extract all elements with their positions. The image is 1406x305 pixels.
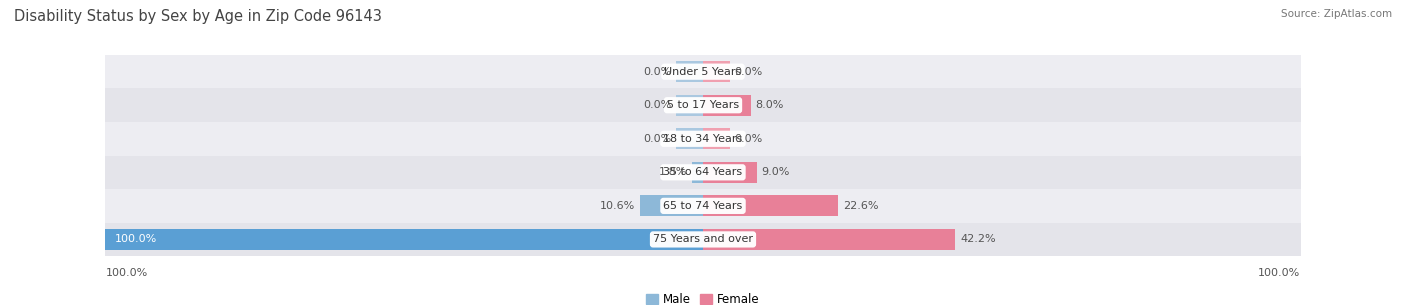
Bar [105, 122, 1301, 156]
Bar [640, 196, 703, 216]
Bar [105, 189, 1301, 223]
Legend: Male, Female: Male, Female [641, 288, 765, 305]
Bar [703, 128, 730, 149]
Text: 100.0%: 100.0% [114, 235, 156, 244]
Bar [703, 95, 751, 116]
Bar [676, 95, 703, 116]
Bar [105, 55, 1301, 88]
Text: 0.0%: 0.0% [643, 100, 671, 110]
Text: 0.0%: 0.0% [643, 67, 671, 77]
Text: 65 to 74 Years: 65 to 74 Years [664, 201, 742, 211]
Text: 100.0%: 100.0% [1258, 268, 1301, 278]
Bar [703, 229, 955, 250]
Bar [703, 61, 730, 82]
Text: 8.0%: 8.0% [755, 100, 785, 110]
Text: 9.0%: 9.0% [762, 167, 790, 177]
Text: 42.2%: 42.2% [960, 235, 995, 244]
Text: Under 5 Years: Under 5 Years [665, 67, 741, 77]
Bar [105, 156, 1301, 189]
Text: 22.6%: 22.6% [842, 201, 879, 211]
Text: Source: ZipAtlas.com: Source: ZipAtlas.com [1281, 9, 1392, 19]
Bar [703, 196, 838, 216]
Bar [703, 162, 756, 183]
Bar [105, 229, 703, 250]
Text: 100.0%: 100.0% [105, 268, 148, 278]
Bar [105, 223, 1301, 256]
Bar [676, 128, 703, 149]
Text: 18 to 34 Years: 18 to 34 Years [664, 134, 742, 144]
Text: 5 to 17 Years: 5 to 17 Years [666, 100, 740, 110]
Text: 35 to 64 Years: 35 to 64 Years [664, 167, 742, 177]
Text: 0.0%: 0.0% [735, 134, 763, 144]
Bar [105, 88, 1301, 122]
Text: 10.6%: 10.6% [599, 201, 636, 211]
Bar [676, 61, 703, 82]
Text: Disability Status by Sex by Age in Zip Code 96143: Disability Status by Sex by Age in Zip C… [14, 9, 382, 24]
Text: 0.0%: 0.0% [735, 67, 763, 77]
Text: 1.8%: 1.8% [659, 167, 688, 177]
Bar [692, 162, 703, 183]
Text: 75 Years and over: 75 Years and over [652, 235, 754, 244]
Text: 0.0%: 0.0% [643, 134, 671, 144]
